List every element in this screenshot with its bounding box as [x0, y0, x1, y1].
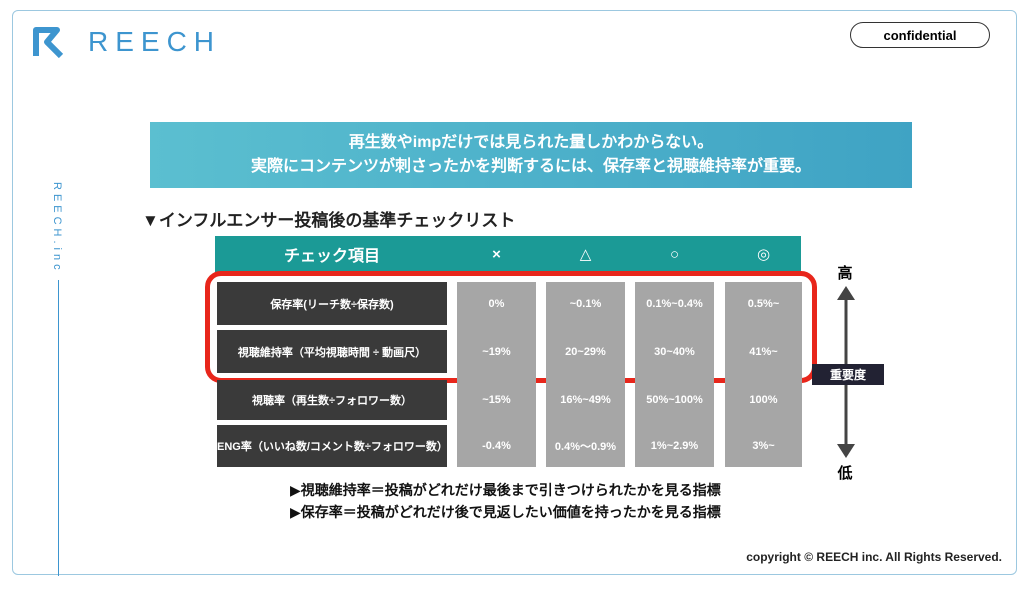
cell-value: -0.4%: [482, 440, 511, 452]
cell-value: 16%~49%: [560, 394, 611, 406]
cell-value: 0.4%〜0.9%: [554, 441, 617, 453]
value-column-bg: [725, 282, 802, 467]
scale-high: 高: [837, 265, 853, 282]
scale-low: 低: [837, 465, 853, 482]
cell-value: ~0.1%: [569, 297, 602, 310]
scale-label: 重要度: [812, 364, 884, 385]
column-header: △: [579, 246, 592, 263]
cell-value: 100%: [749, 394, 778, 406]
cell-value: 0.1%~0.4%: [646, 297, 703, 310]
table-header: [215, 236, 801, 272]
notes: ▶視聴維持率＝投稿がどれだけ最後まで引きつけられたかを見る指標 ▶保存率＝投稿が…: [290, 479, 721, 523]
note: ▶視聴維持率＝投稿がどれだけ最後まで引きつけられたかを見る指標: [290, 482, 721, 498]
logo-text: REECH: [88, 26, 222, 57]
row-label: 保存率(リーチ数÷保存数): [217, 282, 447, 325]
cell-value: 20~29%: [565, 345, 606, 358]
cell-value: ~19%: [482, 345, 511, 358]
row-label: 視聴率（再生数÷フォロワー数）: [217, 380, 447, 420]
row-label: ENG率（いいね数/コメント数÷フォロワー数）: [217, 425, 448, 467]
note: ▶保存率＝投稿がどれだけ後で見返したい価値を持ったかを見る指標: [290, 504, 721, 520]
value-column-bg: [546, 282, 625, 467]
logo-icon: [33, 27, 64, 58]
cell-value: 41%~: [749, 345, 778, 358]
value-column-bg: [635, 282, 714, 467]
cell-value: 50%~100%: [646, 394, 703, 406]
cell-value: 0.5%~: [747, 297, 780, 310]
banner-line: 実際にコンテンツが刺さったかを判断するには、保存率と視聴維持率が重要。: [250, 158, 811, 175]
copyright: copyright © REECH inc. All Rights Reserv…: [746, 550, 1002, 564]
cell-value: 3%~: [752, 440, 775, 452]
section-heading: ▼インフルエンサー投稿後の基準チェックリスト: [142, 211, 516, 230]
value-column-bg: [457, 282, 536, 467]
banner-line: 再生数やimpだけでは見られた量しかわからない。: [348, 134, 714, 151]
side-label: REECH.inc: [51, 182, 63, 274]
row-label: 視聴維持率（平均視聴時間 ÷ 動画尺）: [217, 330, 447, 373]
cell-value: ~15%: [482, 394, 511, 406]
side-line: [58, 280, 59, 576]
cell-value: 1%~2.9%: [650, 440, 699, 452]
confidential-badge: confidential: [850, 22, 990, 48]
banner: 再生数やimpだけでは見られた量しかわからない。 実際にコンテンツが刺さったかを…: [150, 122, 912, 188]
cell-value: 0%: [488, 297, 505, 310]
column-header: チェック項目: [283, 248, 380, 265]
column-header: ○: [669, 245, 680, 263]
column-header: ×: [492, 245, 501, 263]
column-header: ◎: [756, 246, 771, 263]
frame: [12, 10, 1017, 575]
cell-value: 30~40%: [654, 345, 695, 358]
